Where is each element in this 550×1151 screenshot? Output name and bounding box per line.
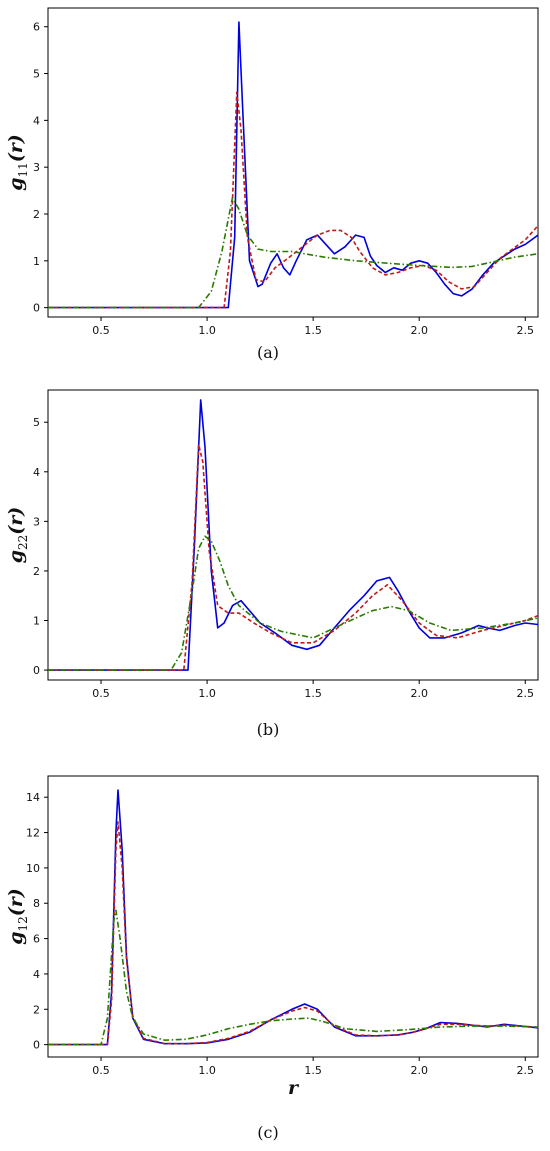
x-tick-label: 1.5 — [304, 687, 322, 700]
x-tick-label: 1.0 — [198, 1064, 216, 1077]
y-tick-label: 6 — [33, 933, 40, 946]
y-tick-label: 4 — [33, 114, 40, 127]
panel-caption: (b) — [257, 720, 280, 739]
plot-frame — [47, 389, 539, 681]
x-tick-label: 0.5 — [92, 1064, 110, 1077]
series-line-2 — [48, 91, 538, 309]
y-tick-label: 10 — [26, 862, 40, 875]
y-axis-label: g11(r) — [5, 134, 30, 191]
series-line-3 — [48, 909, 538, 1046]
plot-frame — [47, 775, 539, 1058]
panel-a: 0.5 1.0 1.5 2.0 2.5 0 1 2 3 4 5 6 g11(r) (a) — [5, 7, 539, 362]
y-tick-label: 14 — [26, 791, 40, 804]
x-tick-label: 2.5 — [517, 1064, 535, 1077]
y-tick-label: 5 — [33, 68, 40, 81]
y-axis-label: g12(r) — [5, 888, 30, 945]
y-axis-label-tail: (r) — [5, 507, 27, 535]
y-tick-label: 3 — [33, 161, 40, 174]
x-tick-label: 0.5 — [92, 324, 110, 337]
y-tick-label: 5 — [33, 416, 40, 429]
y-axis-label: g22(r) — [5, 507, 30, 564]
x-tick-label: 1.0 — [198, 324, 216, 337]
y-axis-label-tail: (r) — [5, 134, 27, 162]
y-axis-label-subscript: 22 — [16, 535, 30, 550]
y-tick-label: 3 — [33, 515, 40, 528]
y-tick-label: 1 — [33, 615, 40, 628]
x-tick-label: 1.0 — [198, 687, 216, 700]
series-line-1 — [48, 789, 538, 1046]
y-tick-label: 6 — [33, 21, 40, 34]
x-tick-label: 2.5 — [517, 687, 535, 700]
x-tick-label: 1.5 — [304, 1064, 322, 1077]
series-line-2 — [48, 821, 538, 1046]
y-tick-label: 2 — [33, 1003, 40, 1016]
series-line-1 — [48, 21, 538, 309]
panel-caption: (a) — [257, 343, 279, 362]
panel-caption: (c) — [257, 1123, 278, 1142]
y-tick-label: 8 — [33, 897, 40, 910]
y-tick-label: 4 — [33, 968, 40, 981]
x-tick-label: 0.5 — [92, 687, 110, 700]
x-tick-label: 2.5 — [517, 324, 535, 337]
y-tick-label: 4 — [33, 466, 40, 479]
series-line-3 — [48, 535, 538, 671]
panel-b: 0.5 1.0 1.5 2.0 2.5 0 1 2 3 4 5 g22(r) (b) — [5, 389, 539, 739]
y-axis-label-main: g — [5, 931, 27, 944]
y-axis-label-tail: (r) — [5, 888, 27, 916]
y-axis-label-subscript: 11 — [16, 162, 30, 177]
series-line-1 — [48, 399, 538, 671]
y-tick-label: 1 — [33, 255, 40, 268]
series-line-2 — [48, 443, 538, 671]
series-line-3 — [48, 196, 538, 309]
y-tick-label: 0 — [33, 664, 40, 677]
y-axis-label-subscript: 12 — [16, 916, 30, 931]
x-tick-label: 2.0 — [410, 1064, 428, 1077]
plot-frame — [47, 7, 539, 318]
y-tick-label: 12 — [26, 827, 40, 840]
y-axis-label-main: g — [5, 550, 27, 563]
y-tick-label: 0 — [33, 302, 40, 315]
x-tick-label: 2.0 — [410, 687, 428, 700]
y-tick-label: 2 — [33, 208, 40, 221]
y-axis-label-main: g — [5, 177, 27, 190]
x-axis-label: r — [288, 1077, 300, 1099]
y-tick-label: 2 — [33, 565, 40, 578]
x-tick-label: 2.0 — [410, 324, 428, 337]
x-tick-label: 1.5 — [304, 324, 322, 337]
y-tick-label: 0 — [33, 1039, 40, 1052]
